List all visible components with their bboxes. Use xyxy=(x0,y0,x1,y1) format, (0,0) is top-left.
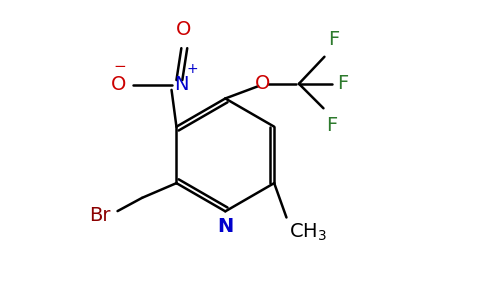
Text: N: N xyxy=(174,76,188,94)
Text: O: O xyxy=(255,74,270,93)
Text: F: F xyxy=(337,74,348,93)
Text: +: + xyxy=(186,62,198,76)
Text: N: N xyxy=(217,217,233,236)
Text: CH$_3$: CH$_3$ xyxy=(289,221,327,243)
Text: F: F xyxy=(328,30,340,50)
Text: Br: Br xyxy=(89,206,110,224)
Text: O: O xyxy=(111,76,126,94)
Text: −: − xyxy=(114,59,126,74)
Text: F: F xyxy=(326,116,337,135)
Text: O: O xyxy=(176,20,192,39)
